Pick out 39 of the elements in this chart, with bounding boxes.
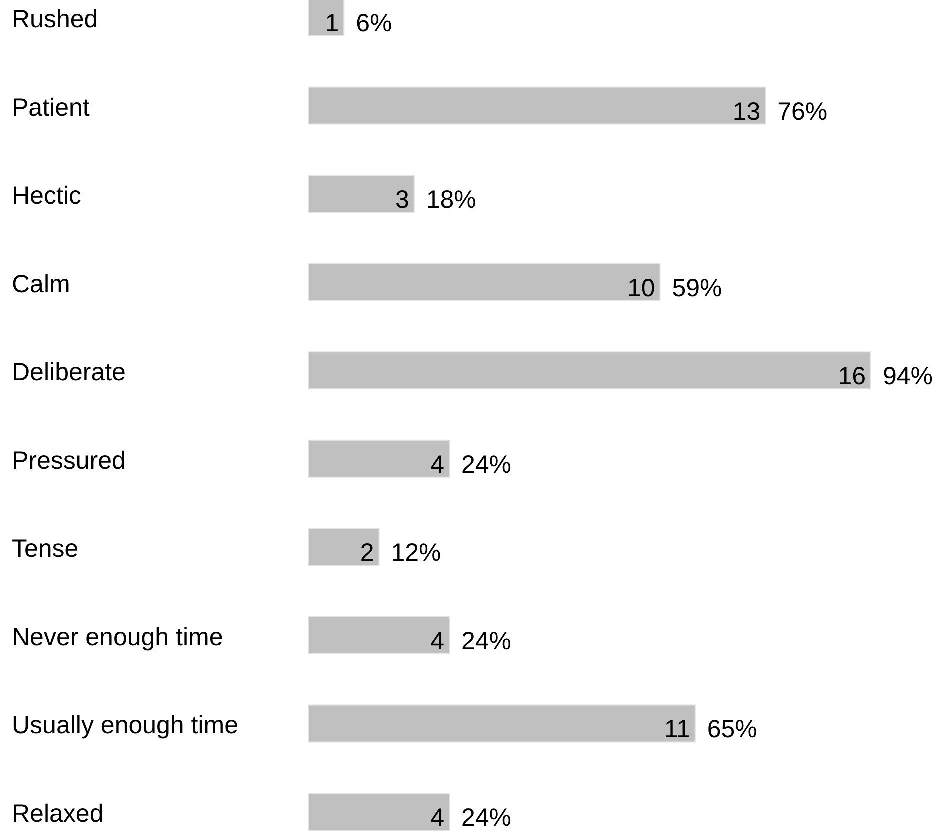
data-label: 3 (395, 186, 410, 214)
annotation: 24% (462, 450, 512, 479)
bar (308, 616, 450, 654)
bar (308, 263, 661, 302)
y-tick-label: Patient (12, 94, 90, 122)
data-label: 4 (430, 450, 445, 479)
data-label: 13 (732, 98, 761, 126)
y-tick-label: Usually enough time (12, 712, 239, 740)
y-tick-label: Relaxed (12, 800, 104, 828)
data-label: 2 (360, 539, 374, 568)
data-label: 10 (627, 274, 656, 302)
bar (308, 175, 415, 214)
bar (308, 528, 380, 566)
annotation: 76% (778, 98, 828, 126)
annotation: 24% (462, 627, 512, 656)
y-tick-label: Calm (12, 270, 70, 298)
annotation: 59% (672, 274, 722, 302)
bar (308, 352, 872, 390)
data-label: 4 (430, 804, 445, 832)
y-tick-label: Deliberate (12, 358, 126, 387)
annotation: 18% (426, 186, 476, 214)
annotation: 6% (356, 10, 392, 38)
data-label: 4 (430, 627, 445, 656)
data-label: 1 (325, 10, 340, 38)
bar (308, 440, 450, 478)
y-tick-label: Hectic (12, 182, 82, 210)
y-tick-label: Never enough time (12, 623, 224, 652)
annotation: 12% (391, 539, 442, 568)
bar (308, 793, 450, 831)
y-tick-label: Pressured (12, 446, 126, 475)
annotation: 65% (707, 716, 758, 744)
bar (308, 704, 696, 743)
data-label: 16 (838, 362, 866, 391)
data-label: 11 (664, 716, 690, 744)
annotation: 94% (883, 362, 934, 391)
y-tick-label: Rushed (12, 6, 98, 34)
bar (308, 86, 766, 125)
annotation: 24% (462, 804, 512, 832)
y-tick-label: Tense (12, 535, 79, 564)
